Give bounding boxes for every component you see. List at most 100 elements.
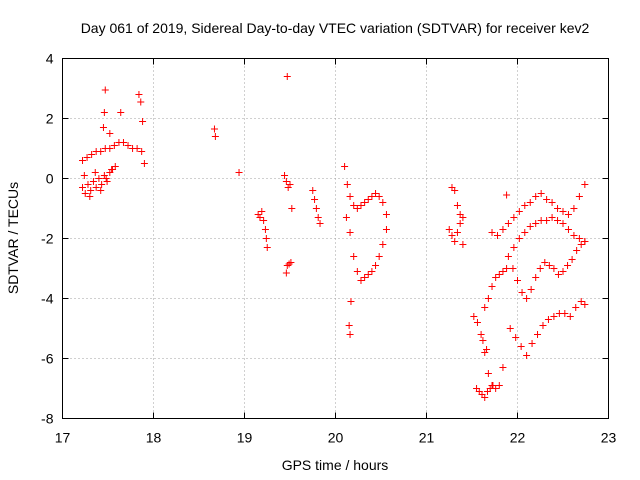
data-point bbox=[575, 193, 583, 200]
data-point bbox=[470, 313, 478, 320]
y-tick-label: -8 bbox=[41, 411, 54, 427]
data-point bbox=[110, 142, 118, 149]
data-point bbox=[346, 193, 354, 200]
data-point bbox=[258, 208, 266, 215]
data-point bbox=[98, 181, 106, 188]
data-point bbox=[548, 214, 556, 221]
data-point bbox=[568, 256, 576, 263]
series-cluster-19.2 bbox=[254, 208, 271, 251]
data-point bbox=[100, 109, 108, 116]
y-tick-label: 4 bbox=[46, 51, 54, 67]
data-point bbox=[133, 145, 141, 152]
data-point bbox=[484, 295, 492, 302]
data-point bbox=[379, 199, 387, 206]
data-point bbox=[453, 229, 461, 236]
data-point bbox=[101, 86, 109, 94]
data-point bbox=[372, 262, 380, 269]
data-point bbox=[481, 394, 489, 401]
data-point bbox=[92, 184, 100, 191]
data-point bbox=[581, 238, 589, 245]
series-cluster-17-high bbox=[79, 139, 148, 167]
series-band-20-lower bbox=[342, 214, 390, 284]
data-point bbox=[89, 178, 97, 185]
data-point bbox=[314, 214, 322, 221]
data-points bbox=[79, 73, 589, 401]
data-point bbox=[548, 199, 556, 206]
grid-layer bbox=[62, 58, 609, 419]
series-band-22-a bbox=[488, 181, 589, 239]
data-point bbox=[495, 271, 503, 278]
data-point bbox=[347, 298, 355, 305]
data-point bbox=[375, 193, 383, 200]
data-point bbox=[286, 181, 294, 188]
data-point bbox=[572, 304, 580, 311]
data-point bbox=[106, 130, 114, 137]
series-band-21.7-mid bbox=[481, 265, 511, 311]
y-tick-label: -4 bbox=[41, 291, 54, 307]
data-point bbox=[550, 313, 558, 320]
data-point bbox=[345, 322, 353, 329]
data-point bbox=[283, 262, 291, 269]
data-point bbox=[117, 109, 125, 116]
data-point bbox=[523, 295, 531, 302]
series-band-21.7-low bbox=[473, 382, 497, 401]
data-point bbox=[492, 274, 500, 281]
x-axis-label: GPS time / hours bbox=[282, 457, 389, 473]
data-point bbox=[261, 226, 269, 233]
data-point bbox=[83, 154, 91, 161]
data-point bbox=[517, 343, 525, 350]
data-point bbox=[515, 235, 523, 242]
data-point bbox=[532, 220, 540, 227]
data-point bbox=[284, 184, 292, 191]
data-point bbox=[451, 187, 459, 194]
series-band-21.3-b bbox=[448, 184, 467, 248]
data-point bbox=[561, 310, 569, 317]
data-point bbox=[488, 229, 496, 236]
series-outlier-19.5 bbox=[283, 73, 291, 80]
data-point bbox=[518, 289, 526, 296]
x-tick-label: 18 bbox=[146, 430, 162, 446]
series-band-20-upper bbox=[341, 163, 390, 218]
data-point bbox=[79, 157, 87, 164]
data-point bbox=[573, 247, 581, 254]
data-point bbox=[521, 229, 529, 236]
series-pair-18.7 bbox=[210, 125, 243, 176]
data-point bbox=[281, 172, 289, 179]
data-point bbox=[103, 178, 111, 185]
data-point bbox=[510, 244, 518, 251]
y-axis-label: SDTVAR / TECUs bbox=[5, 182, 21, 294]
series-band-21.7-descending bbox=[470, 313, 507, 392]
data-point bbox=[456, 211, 464, 218]
data-point bbox=[581, 181, 589, 188]
data-point bbox=[138, 148, 146, 155]
data-point bbox=[106, 145, 114, 152]
data-point bbox=[375, 253, 383, 260]
data-point bbox=[453, 202, 461, 209]
data-point bbox=[309, 187, 317, 194]
y-tick-label: 0 bbox=[46, 171, 54, 187]
data-point bbox=[537, 190, 545, 197]
data-point bbox=[477, 331, 485, 338]
data-point bbox=[539, 322, 547, 329]
data-point bbox=[364, 196, 372, 203]
data-point bbox=[526, 223, 534, 230]
data-point bbox=[350, 202, 358, 209]
data-point bbox=[532, 193, 540, 200]
data-point bbox=[97, 187, 105, 194]
data-point bbox=[342, 214, 350, 221]
data-point bbox=[282, 178, 290, 185]
data-point bbox=[483, 346, 491, 353]
series-outliers-20 bbox=[345, 298, 355, 338]
data-point bbox=[111, 163, 119, 170]
data-point bbox=[235, 169, 243, 176]
data-point bbox=[346, 229, 354, 236]
data-point bbox=[514, 277, 521, 284]
data-point bbox=[473, 319, 481, 326]
data-point bbox=[521, 202, 529, 209]
data-point bbox=[95, 175, 103, 182]
tick-marks bbox=[62, 58, 609, 419]
data-point bbox=[512, 334, 520, 341]
data-point bbox=[262, 235, 270, 242]
chart-title: Day 061 of 2019, Sidereal Day-to-day VTE… bbox=[81, 20, 590, 36]
data-point bbox=[353, 205, 361, 212]
